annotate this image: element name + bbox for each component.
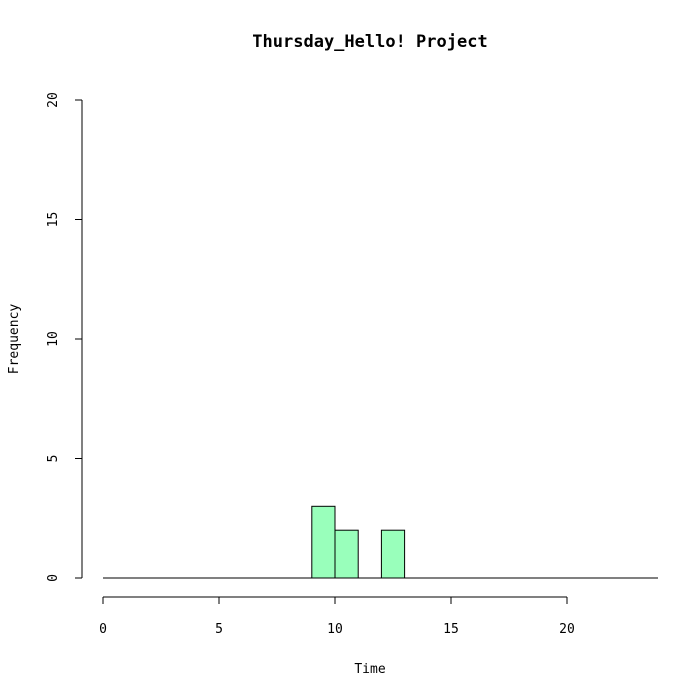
x-tick-label: 15 [443, 622, 459, 637]
x-tick-label: 5 [215, 622, 223, 637]
x-axis: 0 5 10 15 20 [99, 596, 575, 637]
y-axis: 0 5 10 15 20 [46, 92, 83, 582]
x-tick-label: 0 [99, 622, 107, 637]
y-axis-label: Frequency [7, 304, 22, 375]
histogram-bar [311, 505, 336, 579]
y-tick-label: 5 [46, 455, 61, 463]
x-axis-label: Time [354, 662, 385, 677]
bars-group [311, 505, 406, 579]
y-tick-label: 0 [46, 574, 61, 582]
y-tick-label: 10 [46, 331, 61, 347]
x-tick-label: 20 [559, 622, 575, 637]
histogram-bar [380, 529, 406, 579]
y-tick-label: 20 [46, 92, 61, 108]
x-tick-label: 10 [327, 622, 343, 637]
y-tick-label: 15 [46, 212, 61, 228]
histogram-bar [334, 529, 359, 579]
chart-title: Thursday_Hello! Project [252, 32, 487, 52]
